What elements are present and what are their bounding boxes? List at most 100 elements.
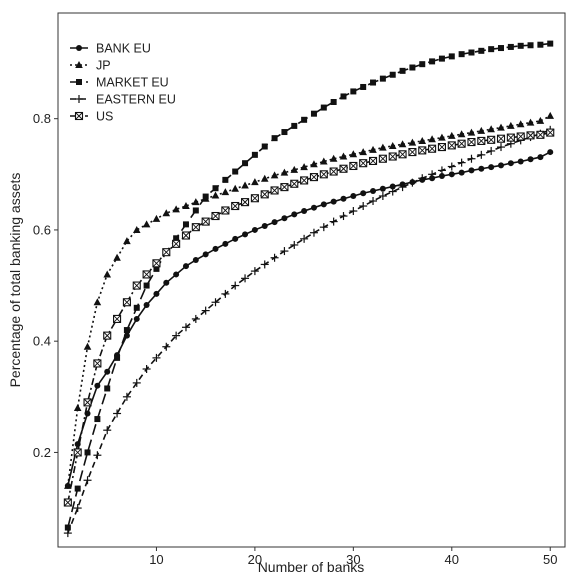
data-point <box>181 231 191 240</box>
data-point <box>478 165 485 172</box>
data-point <box>497 143 506 152</box>
data-point <box>172 205 180 213</box>
data-point <box>281 129 288 136</box>
data-point <box>487 125 495 133</box>
data-point <box>507 121 515 129</box>
data-point <box>122 392 131 401</box>
data-point <box>300 176 309 185</box>
data-point <box>211 298 220 307</box>
data-point <box>488 46 495 53</box>
data-point <box>447 131 456 139</box>
data-point <box>536 116 545 124</box>
data-point <box>143 302 150 309</box>
data-point <box>340 195 347 202</box>
legend-item: MARKET EU <box>70 76 169 90</box>
data-point <box>291 211 298 218</box>
data-point <box>340 93 347 100</box>
legend-marker <box>76 79 82 85</box>
data-point <box>457 158 466 167</box>
data-point <box>330 99 337 105</box>
x-axis-ticks: 10 20 30 40 50 <box>149 547 557 567</box>
data-point <box>536 130 545 139</box>
data-point <box>517 158 524 165</box>
data-point <box>212 185 219 192</box>
legend-item: US <box>70 110 113 124</box>
data-point <box>507 160 514 167</box>
data-point <box>162 342 171 351</box>
data-point <box>232 235 239 242</box>
data-point <box>478 47 485 54</box>
data-point <box>487 146 496 155</box>
data-point <box>359 148 367 156</box>
data-point <box>104 368 111 375</box>
data-point <box>388 187 397 196</box>
data-point <box>320 104 327 111</box>
data-point <box>63 498 72 507</box>
data-point <box>388 152 397 161</box>
data-point <box>132 378 141 387</box>
data-point <box>212 245 219 252</box>
data-point <box>142 220 151 228</box>
data-point <box>163 279 170 286</box>
data-point <box>93 451 102 460</box>
data-point <box>192 207 199 214</box>
data-point <box>477 126 486 134</box>
data-point <box>291 122 298 129</box>
data-point <box>537 154 544 161</box>
data-point <box>477 150 486 159</box>
data-point <box>191 314 200 323</box>
x-axis-label: Number of banks <box>258 559 365 575</box>
series-jp <box>64 111 555 489</box>
data-point <box>379 75 386 82</box>
data-point <box>438 172 445 179</box>
series-line-eastern-eu <box>67 129 551 534</box>
data-point <box>281 215 288 222</box>
data-point <box>378 192 387 201</box>
data-point <box>143 282 150 289</box>
data-point <box>527 42 534 49</box>
data-point <box>132 225 141 233</box>
data-point <box>546 111 555 119</box>
data-point <box>271 135 278 142</box>
data-point <box>498 162 505 169</box>
data-point <box>389 71 396 78</box>
data-point <box>133 304 140 311</box>
data-point <box>339 152 348 160</box>
data-point <box>113 314 122 323</box>
plot-area-frame <box>57 12 566 548</box>
data-point <box>349 207 358 216</box>
data-point <box>418 146 427 155</box>
data-point <box>104 385 111 392</box>
data-point <box>202 193 209 200</box>
data-point <box>192 256 199 263</box>
data-point <box>242 231 249 238</box>
data-point <box>173 235 180 242</box>
data-point <box>477 136 486 145</box>
data-point <box>122 298 131 307</box>
data-point <box>123 327 130 334</box>
x-tick-label: 40 <box>445 552 459 567</box>
x-tick-label: 10 <box>149 552 163 567</box>
data-point <box>231 184 240 192</box>
data-point <box>547 40 554 47</box>
data-point <box>300 234 309 243</box>
data-point <box>221 289 230 298</box>
data-point <box>133 315 140 322</box>
data-point <box>241 274 250 283</box>
data-point <box>389 183 396 190</box>
data-point <box>370 188 377 194</box>
data-point <box>447 141 456 150</box>
data-point <box>467 128 476 136</box>
legend-item: BANK EU <box>70 42 151 56</box>
data-point <box>73 448 82 457</box>
data-point <box>329 167 338 176</box>
series-layer <box>63 40 555 538</box>
data-point <box>329 217 338 226</box>
data-point <box>260 174 269 182</box>
y-tick-label: 0.4 <box>33 334 51 349</box>
x-tick-label: 20 <box>248 552 262 567</box>
data-point <box>378 154 387 163</box>
series-eastern-eu <box>63 125 555 538</box>
data-point <box>418 136 427 144</box>
data-point <box>173 271 180 278</box>
